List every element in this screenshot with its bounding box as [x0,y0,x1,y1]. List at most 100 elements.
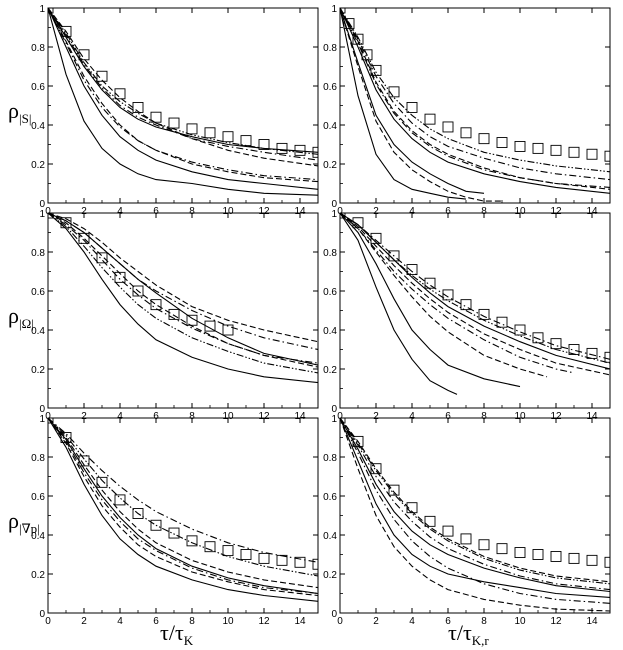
plot-area [340,418,610,612]
x-tick-label: 8 [481,411,487,422]
data-point-square [478,133,490,145]
data-point-square [258,552,270,564]
x-tick-label: 4 [117,206,123,217]
data-point-square [496,316,508,328]
data-point-square [370,64,382,76]
data-point-square [514,324,526,336]
series-line-dashdotdot [48,213,318,374]
x-axis-label-left: τ/τK [160,620,194,648]
data-point-square [388,484,400,496]
panel-row1-right: 0 2 4 6 8 10 12 14 0 0.2 0.4 0.6 0.8 1 [323,4,611,217]
y-tick-label: 0.2 [323,570,337,581]
series-line-dashdot [48,418,318,595]
data-point-square [604,351,610,363]
x-tick-label: 0 [337,616,343,627]
x-axis-label-left-main: τ/τ [160,620,184,645]
y-tick-label: 0.8 [323,43,337,54]
y-tick-label: 0.8 [31,43,45,54]
data-point-square [294,556,306,568]
y-tick-label: 0.2 [323,160,337,171]
data-point-square [424,515,436,527]
y-tick-label: 0 [331,404,337,415]
series-line-dashed [340,8,610,190]
series-line-dashdot [48,8,318,181]
y-axis-label-row3-sub: |∇p| [19,521,40,536]
data-point-square [150,111,162,123]
y-tick-label: 1 [331,414,337,425]
data-point-square [460,299,472,311]
series-line-solid [340,8,485,194]
series-line-dashdot [340,418,610,604]
panel-row3-right: 0 2 4 6 8 10 12 14 0 0.2 0.4 0.6 0.8 1 [323,414,611,627]
data-point-square [586,347,598,359]
y-tick-label: 0.8 [323,248,337,259]
series-line-dashed [340,213,610,376]
series-line-solid [340,8,467,200]
series-line-dashdot [340,8,610,181]
data-point-square [406,264,418,275]
data-point-square [168,117,180,129]
x-tick-label: 14 [294,411,306,422]
data-point-square [222,324,234,336]
data-point-square [352,33,364,45]
series-line-dashed [48,8,318,183]
x-tick-label: 14 [294,206,306,217]
x-tick-label: 12 [550,206,562,217]
x-tick-label: 0 [45,616,51,627]
data-point-square [114,271,126,283]
y-axis-label-row2-main: ρ [8,303,19,328]
data-point-square [343,18,355,30]
y-tick-label: 0.6 [31,287,45,298]
data-point-square [442,121,454,133]
data-point-square [240,549,252,560]
data-point-square [496,137,508,149]
series-line-solid [340,213,610,370]
y-tick-label: 0 [39,404,45,415]
data-point-square [186,535,198,547]
plot-frame [339,417,611,614]
series-line-dashdot [48,213,318,351]
x-axis-label-right-sub: K,r [472,633,490,648]
data-point-square [532,332,544,344]
plot-area [340,213,610,395]
data-point-square [604,556,610,568]
plot-frame [47,417,319,614]
y-tick-label: 1 [39,209,45,220]
x-tick-label: 2 [81,206,87,217]
y-axis-label-row3: ρ|∇p| [8,508,40,536]
y-tick-label: 0 [39,609,45,620]
series-line-solid [340,418,610,593]
x-tick-label: 4 [409,616,415,627]
plot-frame [339,212,611,409]
axis-labels-group: ρ|S| ρ|Ω| ρ|∇p| τ/τK τ/τK,r [8,98,489,648]
data-point-square [168,527,180,539]
y-tick-label: 0.4 [323,326,337,337]
series-line-dashdotdot [340,213,610,364]
data-point-square [222,545,234,557]
data-point-square [532,549,544,560]
series-line-dashed [340,418,610,612]
y-tick-label: 0.6 [323,82,337,93]
y-tick-label: 0 [39,199,45,210]
y-axis-label-row2-sub: |Ω| [19,316,34,331]
x-tick-label: 12 [550,411,562,422]
data-point-square [96,476,108,488]
data-point-square [406,502,418,514]
x-tick-label: 4 [409,206,415,217]
x-axis-label-left-sub: K [184,633,194,648]
x-tick-label: 0 [337,206,343,217]
series-line-solid [340,213,521,388]
data-point-square [496,543,508,555]
data-point-square [568,146,580,158]
series-line-solid [48,418,318,602]
series-line-dashed [48,418,318,597]
x-tick-label: 14 [586,411,598,422]
data-point-square [114,88,126,100]
data-point-square [132,508,144,519]
x-tick-label: 10 [222,206,234,217]
series-line-dashed [48,418,318,589]
data-point-square [532,142,544,154]
x-tick-label: 4 [117,411,123,422]
